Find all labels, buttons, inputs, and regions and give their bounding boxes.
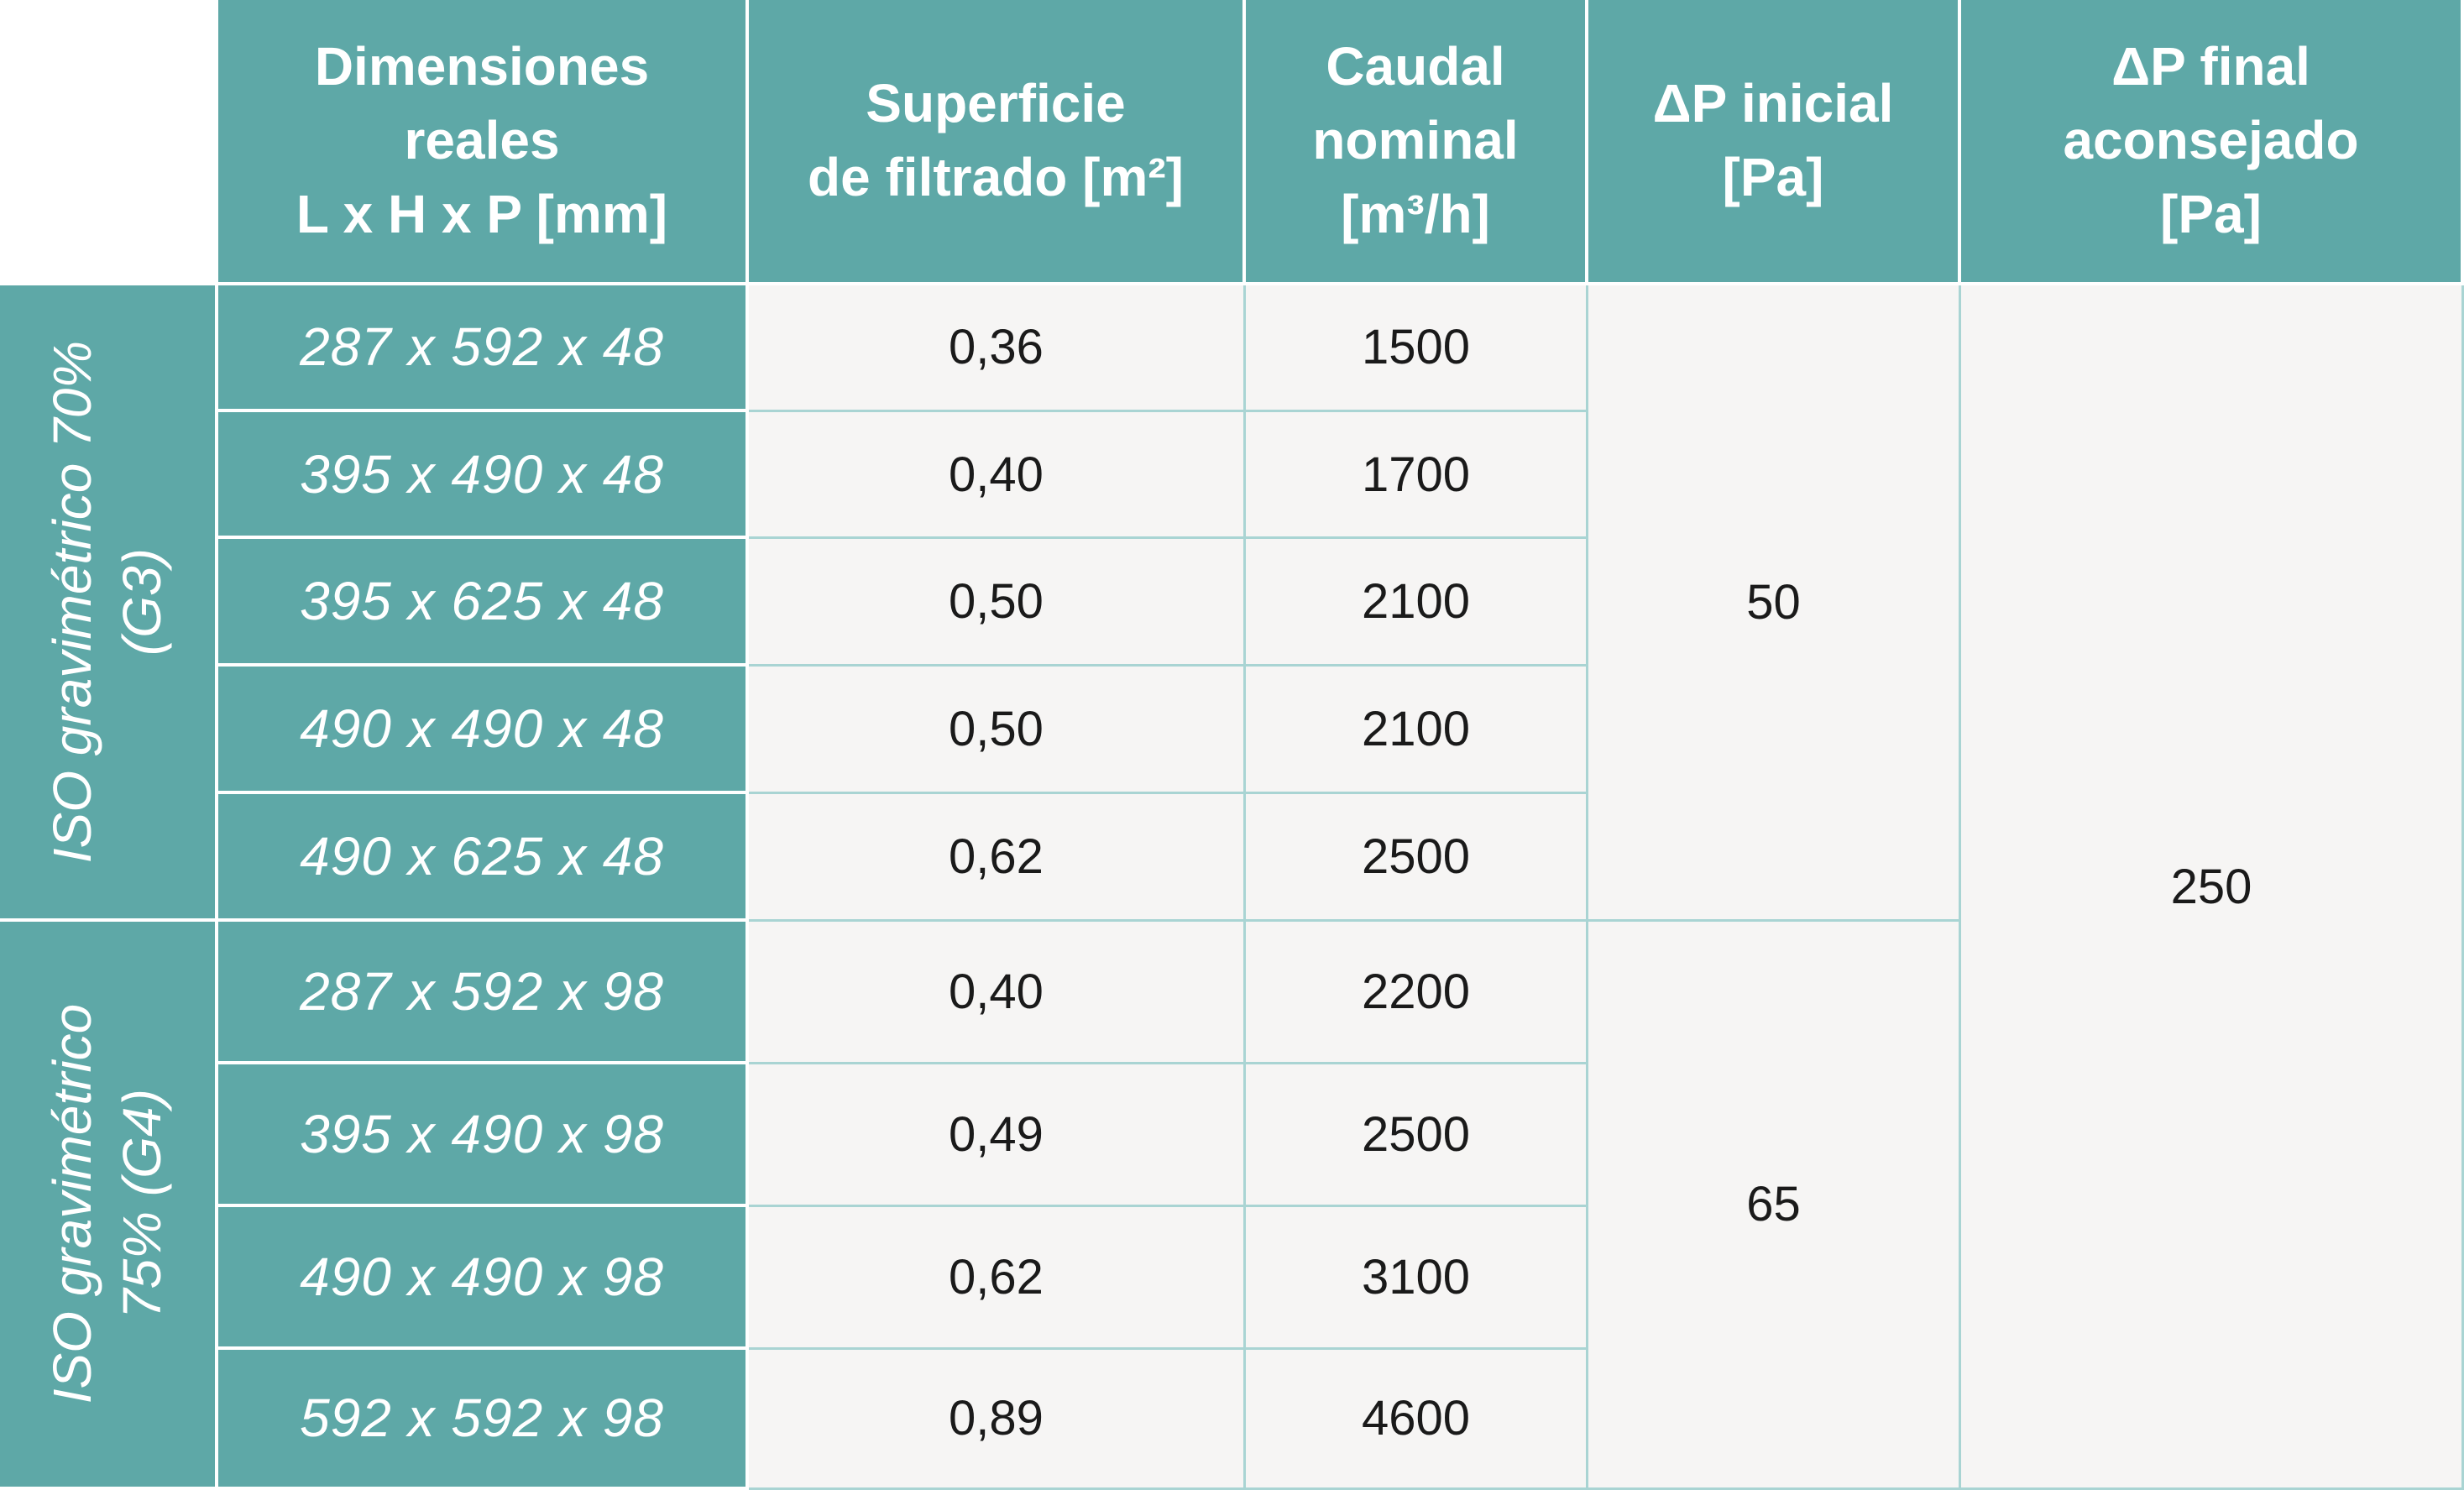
- table-row: 395 x 490 x 48 0,40 1700: [0, 411, 2464, 540]
- dp-initial-cell: 65: [1588, 921, 1961, 1490]
- header-dp-final-line: [Pa]: [2160, 183, 2262, 244]
- group-label-line: ISO gravimétrico 70%: [41, 340, 102, 864]
- table-row: 395 x 490 x 98 0,49 2500: [0, 1064, 2464, 1207]
- flow-cell: 2200: [1246, 921, 1588, 1064]
- flow-cell: 2500: [1246, 793, 1588, 922]
- table-row: ISO gravimétrico 75% (G4) 287 x 592 x 98…: [0, 921, 2464, 1490]
- header-surface: Superficie de filtrado [m²]: [749, 0, 1246, 285]
- flow-cell: 1500: [1246, 285, 1588, 412]
- surface-cell: 0,62: [749, 1206, 1246, 1350]
- header-flow-line: [m³/h]: [1341, 183, 1490, 244]
- header-dp-final-line: aconsejado: [2063, 110, 2359, 171]
- header-dp-initial-line: ΔP inicial: [1652, 73, 1894, 134]
- header-dp-final: ΔP final aconsejado [Pa]: [1961, 0, 2464, 285]
- group-label-line: 75% (G4): [112, 1089, 172, 1320]
- corner-cell: [0, 0, 218, 285]
- table-row: ISO gravimétrico 70% (G3) 287 x 592 x 48…: [0, 285, 2464, 1490]
- dimension-cell: 592 x 592 x 98: [218, 1349, 749, 1490]
- header-dimensions-line: L x H x P [mm]: [296, 183, 668, 244]
- dimension-cell: 490 x 490 x 98: [218, 1206, 749, 1350]
- header-dp-initial-line: [Pa]: [1722, 147, 1824, 207]
- dimension-cell: 287 x 592 x 98: [218, 921, 749, 1064]
- header-flow: Caudal nominal [m³/h]: [1246, 0, 1588, 285]
- group-label-g3: ISO gravimétrico 70% (G3): [0, 285, 218, 922]
- header-dp-final-line: ΔP final: [2111, 36, 2310, 97]
- flow-cell: 2100: [1246, 667, 1588, 794]
- dimension-cell: 395 x 490 x 98: [218, 1064, 749, 1207]
- header-surface-line: de filtrado [m²]: [808, 147, 1184, 207]
- table-row: 395 x 625 x 48 0,50 2100: [0, 539, 2464, 667]
- dimension-cell: 395 x 490 x 48: [218, 411, 749, 540]
- table-row: 592 x 592 x 98 0,89 4600: [0, 1349, 2464, 1490]
- flow-cell: 3100: [1246, 1206, 1588, 1350]
- table-row: 490 x 490 x 98 0,62 3100: [0, 1206, 2464, 1350]
- surface-cell: 0,62: [749, 793, 1246, 922]
- surface-cell: 0,49: [749, 1064, 1246, 1207]
- table-row: 490 x 490 x 48 0,50 2100: [0, 667, 2464, 794]
- surface-cell: 0,50: [749, 539, 1246, 667]
- surface-cell: 0,36: [749, 285, 1246, 412]
- dp-initial-cell: 50: [1588, 285, 1961, 922]
- header-flow-line: nominal: [1312, 110, 1519, 171]
- surface-cell: 0,89: [749, 1349, 1246, 1490]
- surface-cell: 0,40: [749, 921, 1246, 1064]
- group-label-g4: ISO gravimétrico 75% (G4): [0, 921, 218, 1490]
- dp-final-cell: 250: [1961, 285, 2464, 1490]
- header-surface-line: Superficie: [866, 73, 1126, 134]
- surface-cell: 0,40: [749, 411, 1246, 540]
- dimension-cell: 490 x 490 x 48: [218, 667, 749, 794]
- header-dimensions: Dimensiones reales L x H x P [mm]: [218, 0, 749, 285]
- flow-cell: 2500: [1246, 1064, 1588, 1207]
- header-dp-initial: ΔP inicial [Pa]: [1588, 0, 1961, 285]
- flow-cell: 2100: [1246, 539, 1588, 667]
- dimension-cell: 287 x 592 x 48: [218, 285, 749, 412]
- flow-cell: 1700: [1246, 411, 1588, 540]
- header-flow-line: Caudal: [1326, 36, 1505, 97]
- dimension-cell: 490 x 625 x 48: [218, 793, 749, 922]
- group-label-line: ISO gravimétrico: [41, 1004, 102, 1404]
- header-dimensions-line: reales: [404, 110, 560, 171]
- group-label-line: (G3): [112, 547, 172, 656]
- dimension-cell: 395 x 625 x 48: [218, 539, 749, 667]
- surface-cell: 0,50: [749, 667, 1246, 794]
- header-dimensions-line: Dimensiones: [314, 36, 650, 97]
- header-row: Dimensiones reales L x H x P [mm] Superf…: [0, 0, 2464, 285]
- flow-cell: 4600: [1246, 1349, 1588, 1490]
- table-row: 490 x 625 x 48 0,62 2500: [0, 793, 2464, 922]
